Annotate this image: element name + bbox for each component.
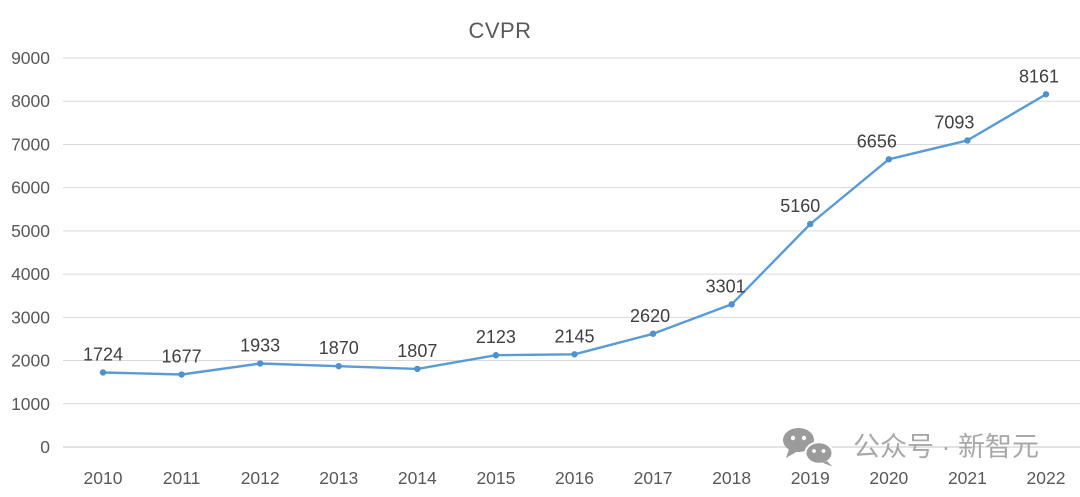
data-point	[571, 351, 578, 358]
data-label: 1807	[397, 341, 437, 361]
data-point	[1042, 91, 1050, 98]
data-point	[492, 352, 500, 359]
data-point	[964, 137, 971, 144]
x-tick-label: 2017	[634, 468, 673, 488]
x-tick-label: 2011	[163, 468, 201, 488]
x-tick-label: 2019	[791, 468, 830, 488]
data-point	[728, 301, 735, 308]
x-tick-label: 2022	[1027, 468, 1066, 488]
y-tick-label: 3000	[11, 307, 50, 327]
y-tick-label: 1000	[11, 394, 50, 414]
data-point	[649, 330, 657, 337]
y-tick-label: 0	[40, 437, 50, 457]
y-tick-label: 8000	[11, 91, 50, 111]
x-tick-label: 2021	[948, 468, 987, 488]
data-label: 5160	[780, 196, 820, 216]
x-tick-label: 2020	[869, 468, 908, 488]
data-label: 1933	[240, 335, 280, 355]
data-point	[178, 371, 185, 378]
chart-title: CVPR	[468, 18, 532, 43]
data-point	[99, 369, 107, 376]
x-tick-label: 2016	[555, 468, 594, 488]
y-tick-label: 7000	[11, 134, 50, 154]
data-label: 1724	[83, 344, 123, 364]
data-point	[885, 156, 893, 163]
data-label: 3301	[706, 276, 746, 296]
x-tick-label: 2015	[476, 468, 515, 488]
x-tick-label: 2014	[398, 468, 437, 488]
y-tick-label: 2000	[11, 351, 50, 371]
data-label: 2620	[630, 306, 670, 326]
data-point	[807, 220, 814, 228]
data-label: 1870	[319, 338, 359, 358]
data-label: 2145	[554, 326, 594, 346]
data-point	[335, 362, 342, 370]
y-tick-label: 6000	[11, 178, 50, 198]
data-point	[256, 360, 264, 367]
data-label: 2123	[476, 327, 516, 347]
x-tick-label: 2012	[241, 468, 280, 488]
x-tick-label: 2018	[712, 468, 751, 488]
data-label: 7093	[934, 112, 974, 132]
y-tick-label: 5000	[11, 221, 50, 241]
data-label: 8161	[1019, 66, 1059, 86]
data-label: 6656	[857, 131, 897, 151]
data-point	[414, 365, 421, 373]
x-tick-label: 2013	[319, 468, 358, 488]
x-tick-label: 2010	[84, 468, 123, 488]
data-label: 1677	[162, 347, 202, 367]
y-tick-label: 9000	[11, 48, 50, 68]
y-tick-label: 4000	[11, 264, 50, 284]
